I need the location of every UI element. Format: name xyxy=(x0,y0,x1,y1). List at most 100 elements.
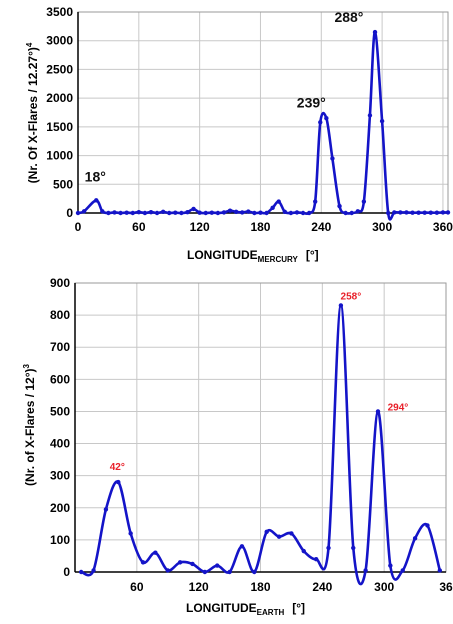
x-tick-label: 60 xyxy=(130,580,144,594)
y-tick-label: 500 xyxy=(50,404,70,418)
data-point xyxy=(148,209,154,215)
data-point xyxy=(392,210,397,215)
x-tick-label: 300 xyxy=(372,220,392,234)
data-point xyxy=(313,556,319,562)
data-point xyxy=(412,536,418,541)
data-point xyxy=(289,531,294,536)
data-point xyxy=(258,210,263,215)
data-point xyxy=(355,209,360,214)
data-point xyxy=(313,199,318,204)
data-point xyxy=(264,210,269,216)
data-point xyxy=(75,210,81,216)
data-point xyxy=(190,561,195,567)
data-point xyxy=(264,529,269,535)
data-point xyxy=(349,210,354,216)
annotation-label: 42° xyxy=(110,462,125,473)
data-point xyxy=(100,209,105,214)
x-tick-label: 240 xyxy=(311,220,331,234)
annotation-label: 294° xyxy=(388,402,409,413)
data-point xyxy=(154,210,160,216)
annotation-label: 239° xyxy=(297,94,326,110)
annotation-label: 258° xyxy=(341,291,362,302)
y-tick-label: 200 xyxy=(50,501,70,515)
x-tick-label: 180 xyxy=(250,220,270,234)
data-point xyxy=(215,563,220,568)
data-point xyxy=(282,209,287,215)
data-point xyxy=(197,210,202,215)
y-tick-label: 700 xyxy=(50,340,70,354)
data-point xyxy=(153,550,158,555)
data-point xyxy=(142,210,148,216)
y-tick-label: 1000 xyxy=(46,149,73,163)
x-tick-label: 180 xyxy=(250,580,270,594)
data-point xyxy=(240,210,245,215)
data-point xyxy=(221,210,227,215)
data-point xyxy=(94,198,99,203)
data-point xyxy=(203,210,208,216)
data-point xyxy=(276,534,282,539)
data-point xyxy=(246,209,251,214)
data-point xyxy=(388,563,393,568)
data-point xyxy=(167,210,172,216)
y-tick-label: 3000 xyxy=(46,34,73,48)
y-tick-label: 300 xyxy=(50,469,70,483)
data-point xyxy=(202,569,208,575)
data-point xyxy=(128,531,133,536)
data-point xyxy=(227,569,232,575)
data-point xyxy=(440,210,446,215)
data-point xyxy=(337,203,342,209)
y-tick-label: 0 xyxy=(63,565,70,579)
data-point xyxy=(209,210,215,215)
data-point xyxy=(116,479,121,485)
y-tick-label: 2000 xyxy=(46,91,73,105)
data-point xyxy=(351,545,356,551)
data-point xyxy=(165,568,170,573)
data-point xyxy=(318,120,323,125)
x-tick-label: 300 xyxy=(374,580,394,594)
data-point xyxy=(173,210,178,215)
data-point xyxy=(363,568,368,573)
data-point xyxy=(416,210,421,215)
data-point xyxy=(288,210,294,216)
data-point xyxy=(434,210,440,215)
data-point xyxy=(361,199,367,204)
data-point xyxy=(306,210,312,216)
data-point xyxy=(252,569,257,575)
y-tick-label: 800 xyxy=(50,308,70,322)
data-point xyxy=(276,199,281,204)
data-point xyxy=(140,560,146,565)
data-point xyxy=(367,113,373,118)
data-point xyxy=(324,116,329,121)
data-point xyxy=(300,210,306,216)
data-point xyxy=(330,156,335,161)
y-tick-label: 2500 xyxy=(46,62,73,76)
annotation-label: 18° xyxy=(85,168,106,184)
data-point xyxy=(404,210,409,215)
data-point xyxy=(179,210,184,216)
data-point xyxy=(177,560,183,565)
data-point xyxy=(379,118,385,124)
data-point xyxy=(233,209,239,215)
x-tick-label: 120 xyxy=(190,220,210,234)
data-point xyxy=(112,210,117,215)
y-axis-title: (Nr. of X-Flares / 12°)3 xyxy=(22,363,37,486)
data-point xyxy=(91,568,96,573)
x-tick-label: 360 xyxy=(433,220,453,234)
data-point xyxy=(124,210,129,215)
data-point xyxy=(338,303,344,308)
data-point xyxy=(425,523,430,528)
data-point xyxy=(227,208,233,213)
y-tick-label: 3500 xyxy=(46,5,73,19)
data-point xyxy=(136,209,142,215)
data-point xyxy=(215,210,221,216)
data-point xyxy=(343,210,348,216)
data-point xyxy=(400,568,405,573)
x-tick-label: 36 xyxy=(439,580,453,594)
x-tick-label: 0 xyxy=(75,220,82,234)
x-tick-label: 60 xyxy=(132,220,146,234)
data-point xyxy=(385,210,391,216)
x-axis-unit: [°] xyxy=(306,248,319,262)
x-axis-unit: [°] xyxy=(292,601,305,615)
data-point xyxy=(118,210,123,216)
data-point xyxy=(78,569,84,575)
